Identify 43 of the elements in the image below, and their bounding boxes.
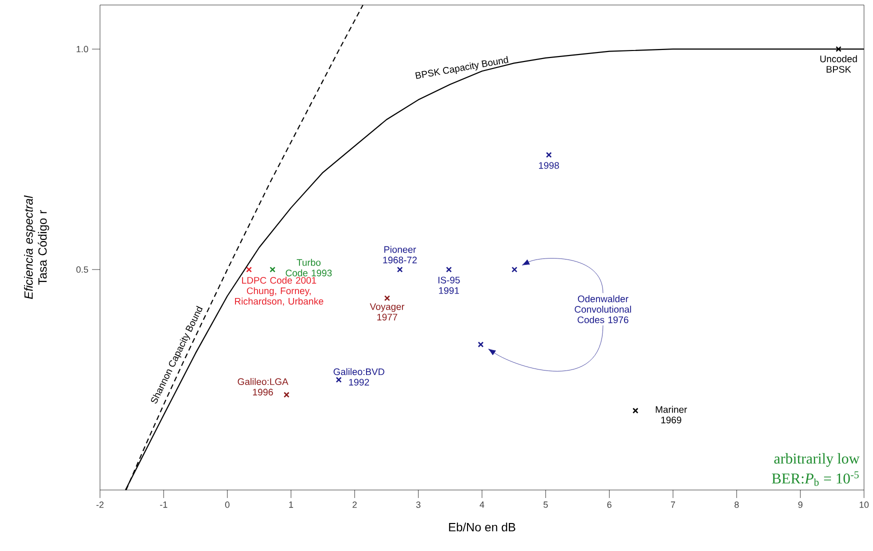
point xyxy=(632,408,638,414)
x-tick-label: -2 xyxy=(96,502,104,508)
x-tick-label: 0 xyxy=(225,502,230,508)
point xyxy=(512,266,518,272)
point xyxy=(336,376,342,383)
x-tick-label: 9 xyxy=(798,502,802,508)
y-axis-title: Eficiencia espectral Tasa Código r xyxy=(24,195,50,299)
annotation: BER:P$_{b}$ = 10$^{-5}$ xyxy=(772,471,859,486)
point xyxy=(396,266,403,272)
point xyxy=(446,266,452,272)
annotation: Voyager 1977 xyxy=(370,303,404,320)
point xyxy=(284,392,290,398)
x-tick-label: 6 xyxy=(607,502,612,508)
x-tick-label: 7 xyxy=(670,502,676,508)
annotation: LDPC Code 2001 Chung, Forney, Richardson, Urbanke xyxy=(235,276,324,306)
annotation: Galileo:LGA 1996 xyxy=(238,378,288,396)
annotation: Turbo Code 1993 xyxy=(286,258,332,276)
point xyxy=(836,46,842,52)
annotation: Uncoded BPSK xyxy=(820,55,857,73)
annotation: Galileo:BVD 1992 xyxy=(334,368,384,386)
x-tick-label: 3 xyxy=(416,502,420,508)
point xyxy=(546,152,552,158)
annotation: arbitrarily low xyxy=(774,453,860,467)
point xyxy=(246,266,252,272)
point xyxy=(384,295,390,302)
x-tick-label: 5 xyxy=(544,502,548,508)
annotation: BPSK Capacity Bound xyxy=(415,56,508,79)
x-tick-label: -1 xyxy=(160,502,168,508)
x-tick-label: 10 xyxy=(860,502,869,508)
point xyxy=(478,342,484,348)
x-tick-label: 2 xyxy=(352,502,357,508)
annotation: IS-95 1991 xyxy=(438,276,460,294)
annotation: Mariner 1969 xyxy=(656,406,688,424)
x-axis-title: Eb/No en dB xyxy=(449,522,516,532)
annotation: 1998 xyxy=(539,162,559,169)
x-tick-label: 1 xyxy=(289,502,294,508)
x-tick-label: 8 xyxy=(734,502,739,508)
y-tick-label: 1.0 xyxy=(76,46,88,52)
annotation: Pioneer 1968-72 xyxy=(383,246,417,264)
point xyxy=(270,266,276,272)
annotation: Odenwalder Convolutional Codes 1976 xyxy=(574,295,631,324)
y-tick-label: 0.5 xyxy=(76,266,88,273)
x-tick-label: 4 xyxy=(480,502,484,508)
